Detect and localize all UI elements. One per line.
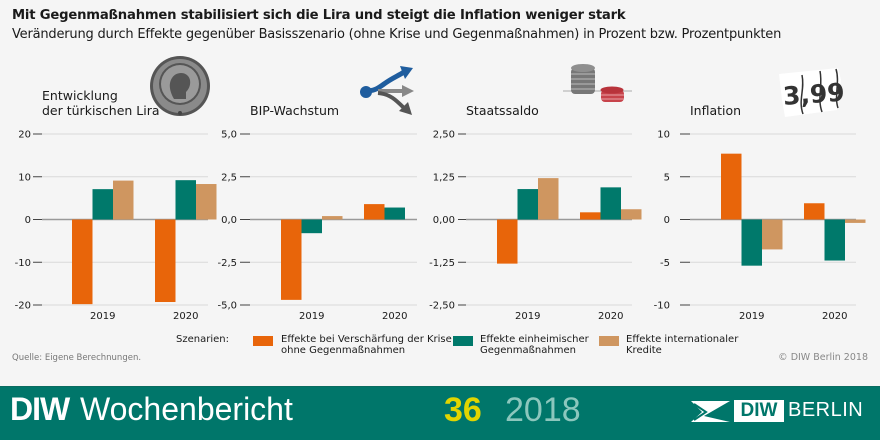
footer-issue: 36 — [444, 391, 482, 429]
x-tick-label: 2020 — [382, 311, 407, 322]
y-tick-label: -10 — [654, 301, 670, 312]
bar — [621, 209, 642, 220]
legend-label: Effekte bei Verschärfung der Krise — [281, 334, 452, 345]
legend-label: ohne Gegenmaßnahmen — [281, 345, 406, 356]
legend-swatch-crisis — [253, 336, 273, 346]
growth-arrows-icon — [360, 66, 414, 115]
bar — [281, 219, 302, 300]
panel-title-staatssaldo: Staatssaldo — [466, 103, 539, 118]
chart-panel: 5,0 2,5 0,0 -2,5 -5,0 2019 2020 — [217, 130, 417, 322]
bar — [155, 219, 176, 303]
panel-title-line: der türkischen Lira — [42, 103, 160, 118]
y-tick-label: 1,25 — [433, 172, 455, 183]
bar — [364, 204, 385, 220]
bar — [824, 219, 845, 261]
price-tag-icon: 3,99 — [779, 68, 846, 117]
y-tick-label: -20 — [15, 301, 31, 312]
x-tick-label: 2020 — [598, 311, 623, 322]
legend-label: Kredite — [626, 345, 662, 356]
bar — [762, 219, 783, 250]
x-tick-label: 2019 — [90, 311, 115, 322]
legend-swatch-international — [599, 336, 619, 346]
panel-title-lira: Entwicklung der türkischen Lira — [42, 88, 160, 118]
footer-year: 2018 — [505, 391, 581, 429]
y-tick-label: 5,0 — [221, 130, 237, 141]
y-tick-label: 20 — [18, 130, 31, 141]
bar — [497, 219, 518, 264]
bar — [196, 184, 217, 220]
price-tag-text: 3,99 — [782, 78, 846, 111]
y-tick-label: -1,25 — [429, 258, 455, 269]
bar — [580, 212, 601, 220]
y-tick-label: 2,50 — [433, 130, 455, 141]
y-tick-label: 5 — [664, 172, 670, 183]
legend-item-domestic: Effekte einheimischer Gegenmaßnahmen — [480, 334, 589, 356]
x-tick-label: 2019 — [299, 311, 324, 322]
chart-panel: 2,50 1,25 0,00 -1,25 -2,50 2019 2020 — [429, 130, 642, 322]
bar — [845, 219, 866, 223]
bar — [741, 219, 762, 266]
y-tick-label: 10 — [18, 172, 31, 183]
legend-label: Gegenmaßnahmen — [480, 345, 576, 356]
bar — [113, 180, 134, 220]
x-tick-label: 2020 — [822, 311, 847, 322]
y-tick-label: 10 — [657, 130, 670, 141]
y-tick-label: -2,5 — [217, 258, 237, 269]
panel-title-line: Entwicklung — [42, 88, 118, 103]
y-tick-label: 0,00 — [433, 215, 455, 226]
coin-stacks-icon — [563, 64, 632, 102]
x-tick-label: 2020 — [173, 311, 198, 322]
chart-panel: 20 10 0 -10 -20 2019 2020 — [15, 130, 217, 322]
chart-subtitle: Veränderung durch Effekte gegenüber Basi… — [12, 27, 782, 42]
bar — [538, 178, 559, 220]
footer-logo-text: BERLIN — [788, 399, 864, 421]
legend-item-international: Effekte internationaler Kredite — [626, 334, 738, 356]
bar — [301, 219, 322, 234]
panel-title-bip: BIP-Wachstum — [250, 103, 340, 118]
bar — [322, 216, 343, 220]
footer-logo-box: DIW — [734, 400, 784, 422]
chart-title: Mit Gegenmaßnahmen stabilisiert sich die… — [12, 8, 626, 23]
panel-title-inflation: Inflation — [690, 103, 742, 118]
bar — [804, 203, 825, 220]
legend-heading: Szenarien: — [176, 334, 229, 345]
y-tick-label: 0 — [25, 215, 31, 226]
y-tick-label: 2,5 — [221, 172, 237, 183]
footer-publication: Wochenbericht — [80, 391, 293, 427]
legend-item-crisis: Effekte bei Verschärfung der Krise ohne … — [281, 334, 452, 356]
charts-canvas: 3,99 20 10 0 -10 -20 2019 2020 5,0 2,5 0,0 -2,5 -5,… — [15, 56, 866, 322]
footer-banner: DIW Wochenbericht 36 2018 DIW BERLIN — [0, 386, 880, 440]
y-tick-label: 0,0 — [221, 215, 237, 226]
y-tick-label: -10 — [15, 258, 31, 269]
y-tick-label: -2,50 — [429, 301, 455, 312]
chart-panel: 10 5 0 -5 -10 2019 2020 — [654, 130, 866, 322]
legend-label: Effekte internationaler — [626, 334, 739, 345]
bar — [600, 187, 621, 220]
bar — [92, 189, 113, 220]
bar — [72, 219, 93, 305]
y-tick-label: -5 — [660, 258, 670, 269]
diw-logo-icon — [691, 401, 730, 422]
y-tick-label: 0 — [664, 215, 670, 226]
bar — [517, 189, 538, 220]
bar — [175, 180, 196, 220]
bar — [384, 207, 405, 220]
bar — [721, 153, 742, 220]
copyright: © DIW Berlin 2018 — [778, 352, 868, 363]
x-tick-label: 2019 — [739, 311, 764, 322]
source-note: Quelle: Eigene Berechnungen. — [12, 353, 142, 363]
legend-label: Effekte einheimischer — [480, 334, 589, 345]
y-tick-label: -5,0 — [217, 301, 237, 312]
x-tick-label: 2019 — [515, 311, 540, 322]
footer-brand: DIW — [10, 391, 70, 427]
legend-swatch-domestic — [453, 336, 473, 346]
lira-coin-icon — [150, 56, 210, 116]
